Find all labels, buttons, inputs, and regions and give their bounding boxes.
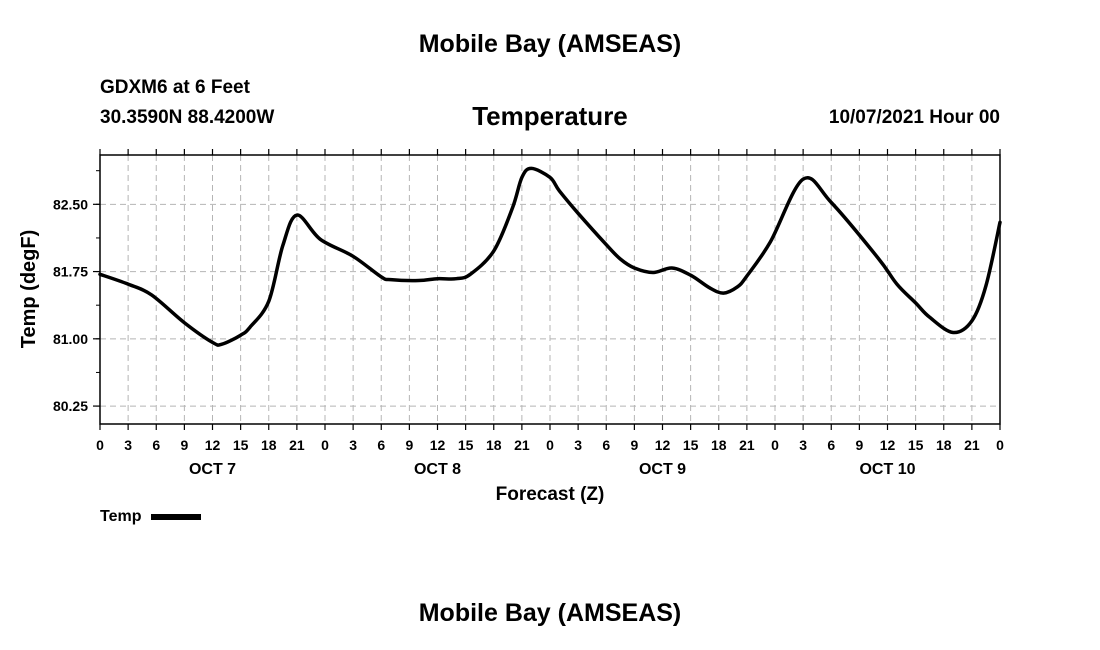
x-axis-label: Forecast (Z) [496,484,605,505]
x-tick-label: 21 [739,437,755,453]
x-tick-label: 3 [349,437,357,453]
x-tick-label: 3 [124,437,132,453]
x-tick-label: 15 [233,437,249,453]
x-tick-label: 12 [205,437,221,453]
x-tick-label: 21 [514,437,530,453]
series-layer [98,166,1002,347]
x-tick-label: 0 [546,437,554,453]
top-title: Mobile Bay (AMSEAS) [418,30,682,58]
bottom-title: Mobile Bay (AMSEAS) [418,599,682,627]
x-tick-label: 0 [996,437,1004,453]
x-tick-label: 3 [574,437,582,453]
x-tick-label: 12 [430,437,446,453]
x-tick-label: 9 [180,437,188,453]
x-tick-label: 21 [289,437,305,453]
x-tick-label: 12 [655,437,671,453]
ticks [93,149,1001,430]
x-tick-label: 15 [458,437,474,453]
x-tick-label: 3 [799,437,807,453]
y-axis-label: Temp (degF) [18,230,40,349]
legend-label: Temp [100,508,142,525]
x-tick-label: 9 [855,437,863,453]
y-tick-label: 81.00 [53,331,88,347]
station-coordinates: 30.3590N 88.4200W [100,107,275,128]
y-tick-label: 82.50 [53,196,88,212]
x-tick-label: 18 [486,437,502,453]
x-tick-label: 0 [321,437,329,453]
day-label: OCT 10 [859,461,915,478]
x-tick-label: 18 [936,437,952,453]
x-tick-label: 6 [377,437,385,453]
run-time: 10/07/2021 Hour 00 [828,107,1000,128]
x-tick-label: 0 [771,437,779,453]
x-tick-label: 6 [827,437,835,453]
station-label: GDXM6 at 6 Feet [100,77,250,98]
x-tick-label: 0 [96,437,104,453]
day-label: OCT 9 [639,461,686,478]
legend-swatch [151,514,202,520]
x-tick-label: 18 [261,437,277,453]
day-label: OCT 7 [189,461,236,478]
x-tick-label: 18 [711,437,727,453]
series-line-temp [98,166,1002,347]
x-tick-label: 12 [880,437,896,453]
x-tick-label: 21 [964,437,980,453]
grid [100,155,1000,424]
y-tick-label: 80.25 [53,398,88,414]
day-label: OCT 8 [414,461,461,478]
legend: Temp [100,508,202,526]
x-tick-label: 9 [405,437,413,453]
x-tick-label: 15 [908,437,924,453]
axis-labels: 80.25 81.00 81.75 82.50 0 3 6 9 12 15 18 21 0 3 6 9 12 15… [53,196,1004,478]
x-tick-label: 15 [683,437,699,453]
y-tick-label: 81.75 [53,264,88,280]
chart-title: Temperature [472,101,628,131]
x-tick-label: 6 [152,437,160,453]
x-tick-label: 6 [602,437,610,453]
x-tick-label: 9 [630,437,638,453]
